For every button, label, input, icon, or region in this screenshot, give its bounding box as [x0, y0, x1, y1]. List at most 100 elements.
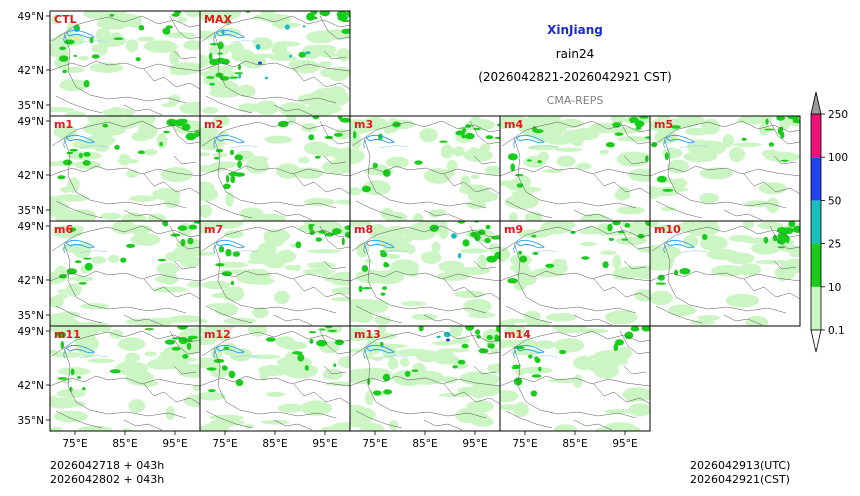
precip-moderate: [320, 11, 331, 17]
precip-moderate: [382, 373, 391, 382]
boundary-line: [423, 209, 463, 221]
precip-light: [50, 196, 64, 212]
lake-outline: [515, 239, 545, 249]
river-line: [229, 250, 259, 254]
precip-light: [337, 356, 350, 368]
precip-light: [260, 11, 276, 16]
precip-light: [536, 121, 567, 136]
precip-moderate: [741, 137, 747, 141]
panel-label: m13: [354, 328, 381, 341]
precip-moderate: [75, 260, 82, 264]
precip-light: [328, 422, 350, 431]
precip-light: [213, 221, 244, 229]
precip-light: [119, 116, 155, 119]
colorbar-segment: [811, 286, 821, 330]
colorbar-label: 100: [828, 152, 848, 164]
precip-light: [385, 253, 401, 259]
precip-light: [683, 234, 699, 248]
precip-field: [650, 221, 800, 326]
precip-light: [524, 311, 541, 322]
boundary-line: [663, 137, 787, 209]
precip-moderate: [511, 366, 520, 370]
precip-light: [152, 188, 181, 201]
precip-field: [50, 326, 200, 431]
precip-moderate: [57, 175, 66, 180]
precip-light: [200, 328, 207, 334]
map-panel-m4: m4: [499, 115, 651, 222]
precip-light: [252, 306, 269, 319]
precip-light: [487, 363, 500, 374]
precip-moderate: [70, 368, 75, 376]
precip-light: [257, 242, 277, 256]
precip-moderate: [206, 367, 217, 371]
precip-light: [59, 79, 87, 92]
precip-light: [599, 149, 610, 155]
precip-light: [563, 130, 580, 142]
river-line: [79, 145, 109, 149]
precip-light: [82, 121, 119, 136]
precip-light: [330, 297, 350, 302]
river-line: [679, 145, 709, 149]
precip-light: [207, 65, 233, 71]
precip-moderate: [223, 346, 230, 350]
precip-light: [633, 226, 650, 238]
precip-moderate: [163, 221, 169, 227]
precip-moderate: [109, 13, 115, 17]
precip-moderate: [223, 183, 231, 190]
precip-light: [65, 111, 86, 116]
precip-light: [202, 280, 231, 290]
river-line: [513, 349, 517, 359]
precip-moderate: [358, 285, 363, 293]
precip-moderate: [439, 140, 448, 143]
precip-light: [114, 221, 126, 232]
precip-light: [608, 127, 644, 134]
precip-light: [389, 420, 399, 431]
precip-moderate: [188, 224, 198, 230]
precip-light: [387, 357, 399, 370]
precip-moderate: [474, 233, 481, 242]
precip-light: [459, 248, 489, 254]
river-line: [79, 250, 109, 254]
precip-light: [433, 209, 447, 216]
boundary-line: [469, 225, 500, 250]
precip-moderate: [429, 224, 439, 232]
precip-light: [650, 256, 673, 271]
boundary-line: [323, 260, 347, 270]
boundary-line: [213, 32, 337, 104]
map-panel-m11: m11: [49, 325, 201, 432]
precip-light: [383, 121, 394, 134]
lake-outline: [665, 239, 695, 249]
precip-light: [192, 384, 200, 392]
precip-moderate: [292, 351, 303, 355]
river-line: [63, 349, 67, 359]
precip-moderate: [581, 256, 590, 260]
boundary-line: [423, 314, 463, 326]
precip-light: [202, 106, 219, 114]
precip-light: [442, 376, 458, 384]
map-panel-CTL: CTL: [49, 10, 201, 117]
boundary-line: [473, 365, 497, 375]
precip-moderate: [314, 155, 321, 159]
river-line: [663, 139, 667, 149]
precip-light: [321, 159, 350, 175]
precip-moderate: [58, 55, 69, 62]
precip-moderate: [316, 339, 328, 347]
precip-light: [235, 269, 272, 285]
precip-light: [702, 140, 717, 153]
source-title: CMA-REPS: [547, 94, 604, 107]
precip-light: [156, 262, 180, 275]
river-line: [363, 349, 367, 359]
precip-light: [484, 165, 500, 176]
precip-moderate: [534, 357, 541, 364]
precip-moderate: [367, 378, 371, 386]
precip-heavy: [238, 73, 241, 79]
precip-moderate: [237, 160, 242, 169]
lon-tick-label: 75°E: [512, 438, 537, 450]
precip-light: [328, 271, 350, 286]
river-line: [213, 139, 217, 149]
lat-tick-label: 35°N: [18, 415, 44, 427]
precip-light: [454, 290, 485, 298]
precip-light: [121, 212, 147, 221]
precip-light: [50, 106, 76, 113]
boundary-line: [55, 305, 103, 324]
